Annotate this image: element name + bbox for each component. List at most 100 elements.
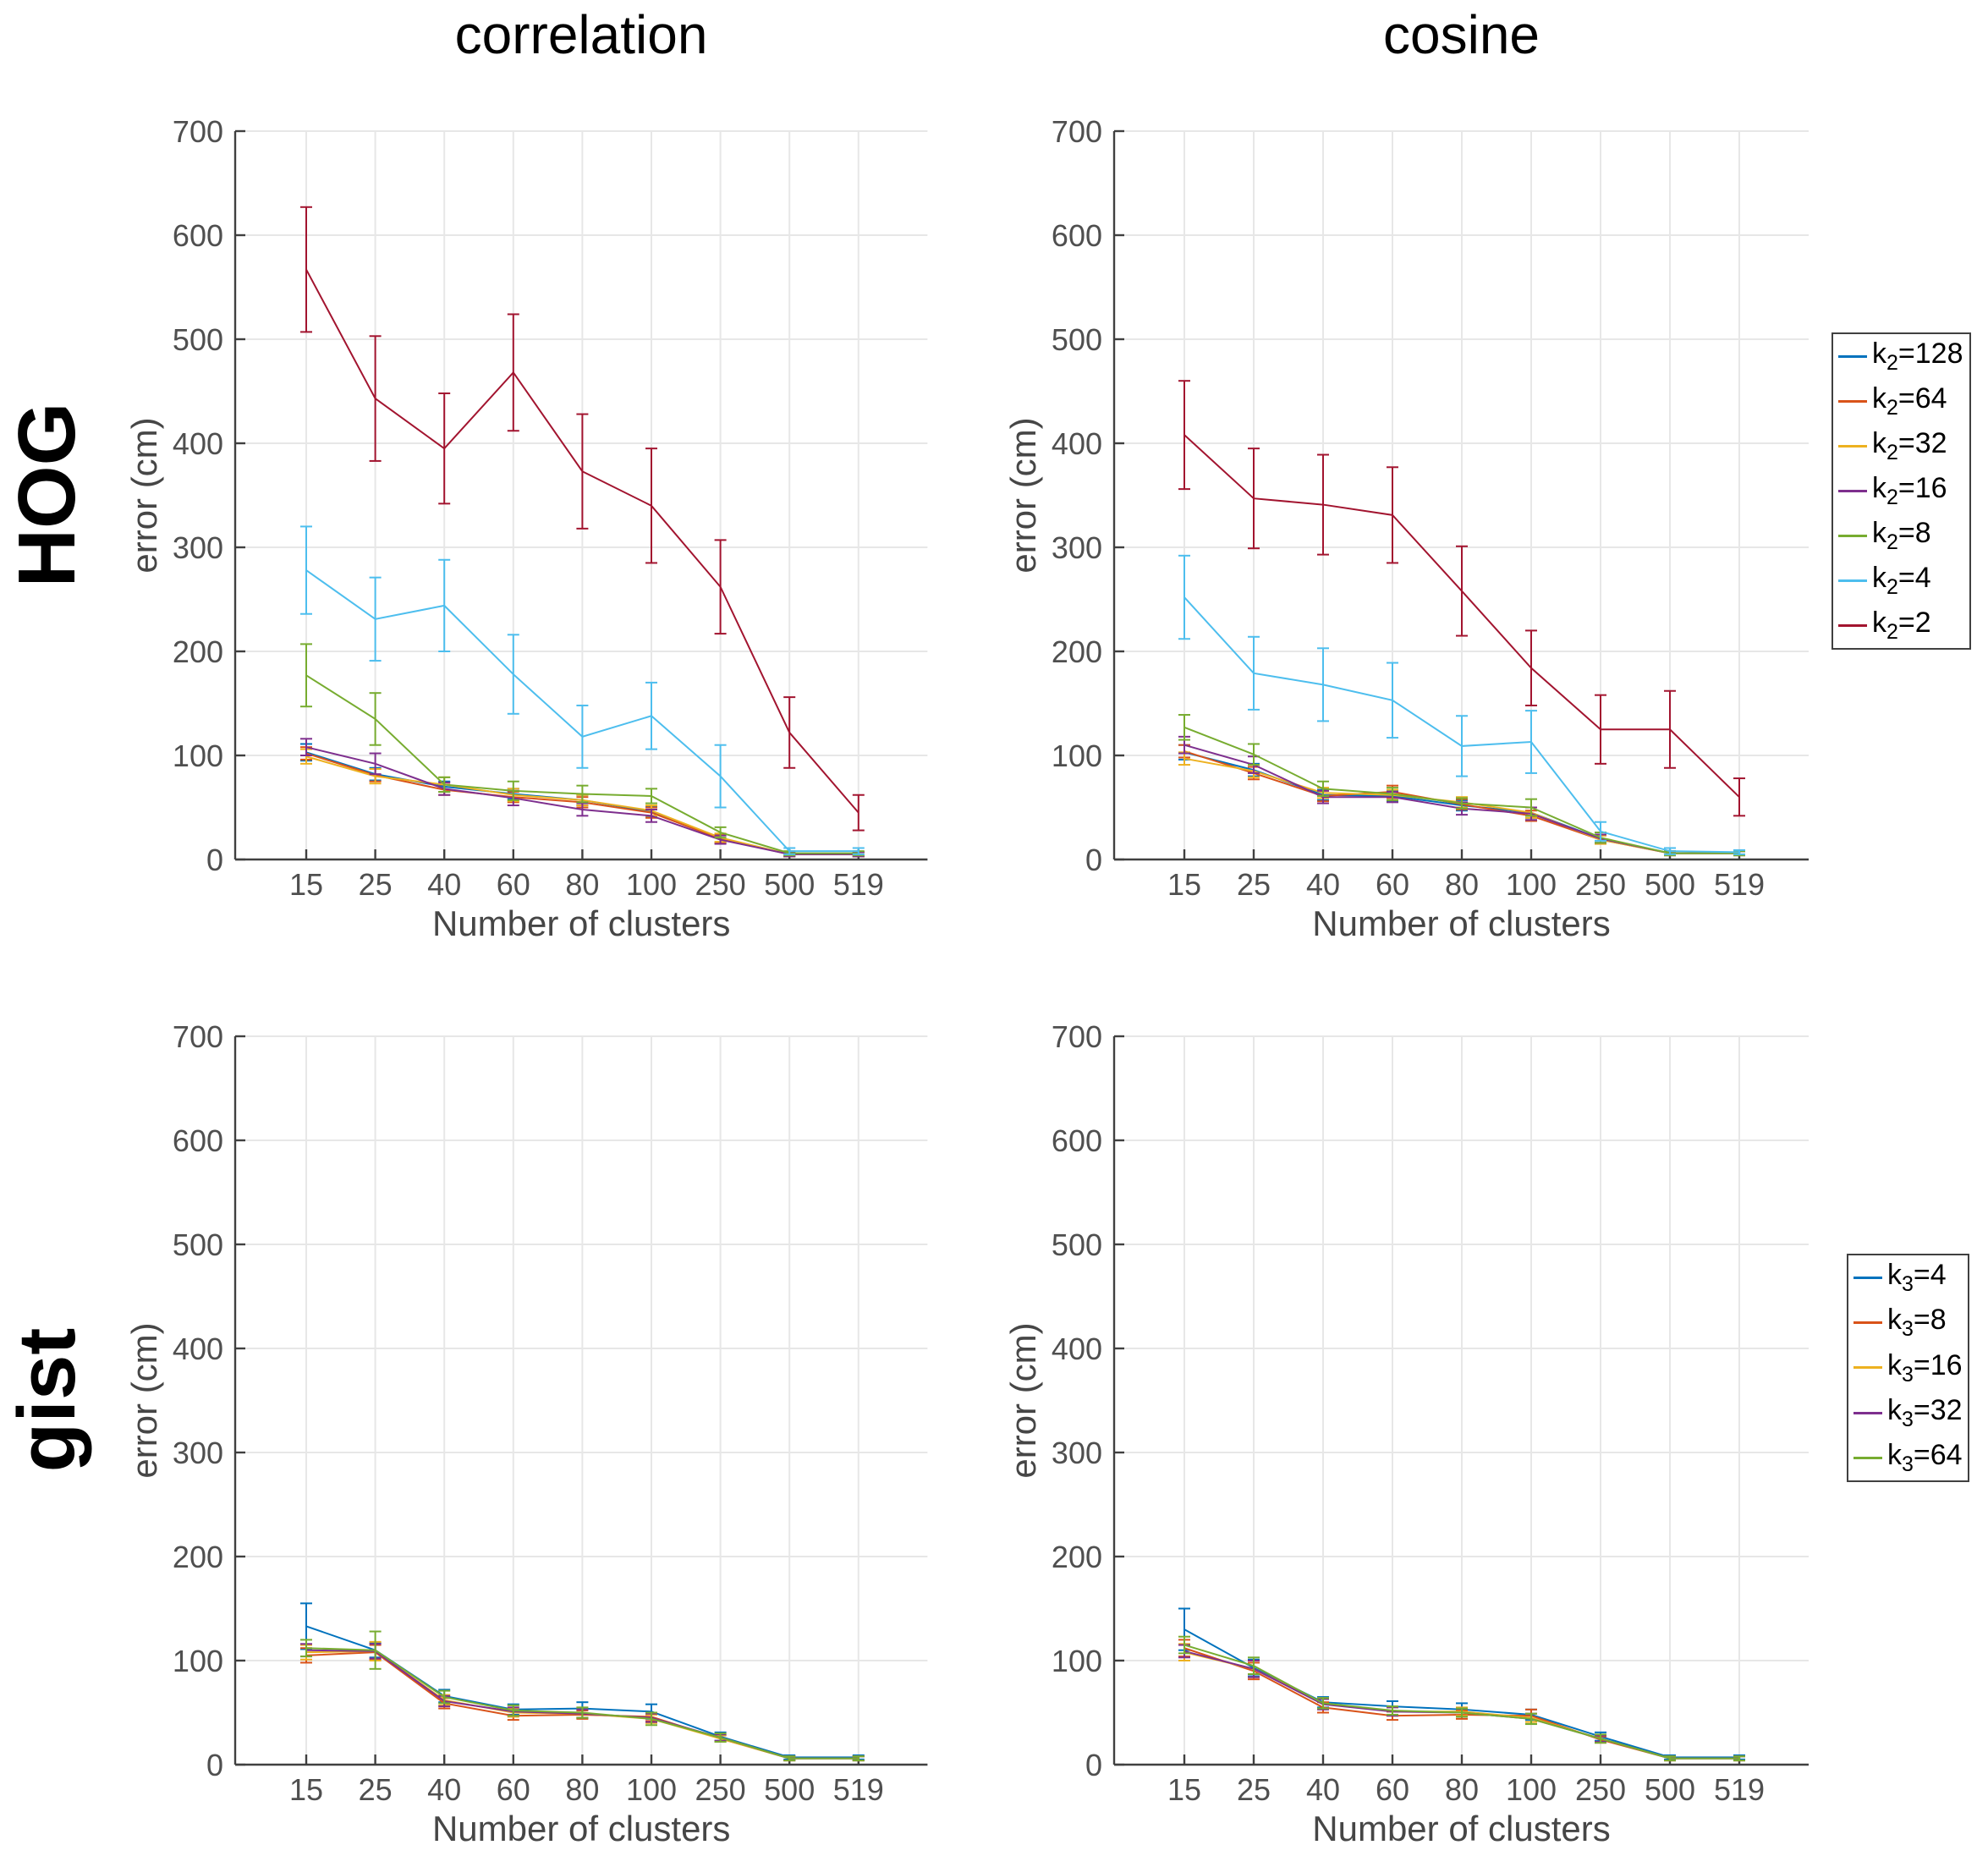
svg-text:300: 300: [1052, 530, 1102, 565]
legend-entry-label: k3=4: [1887, 1259, 1947, 1296]
xlabel: Number of clusters: [1312, 1809, 1610, 1848]
axis: [1112, 1035, 1809, 1766]
legend-entry-label: k2=128: [1872, 338, 1963, 375]
plot-hog-correlation: 0 100 200 300 400 500 600 700 15 25 40 60 80 100 250 50…: [124, 114, 928, 943]
svg-text:80: 80: [565, 1772, 599, 1807]
svg-text:500: 500: [1052, 1227, 1102, 1262]
axis: [233, 1035, 928, 1766]
y-tick-labels: 0 100 200 300 400 500 600 700: [173, 114, 223, 877]
svg-text:100: 100: [1052, 739, 1102, 773]
ylabel: error (cm): [1003, 417, 1043, 573]
svg-text:15: 15: [1167, 1772, 1201, 1807]
legend-line-swatch: [1838, 623, 1867, 627]
svg-text:40: 40: [427, 1772, 461, 1807]
svg-text:519: 519: [833, 1772, 884, 1807]
svg-text:60: 60: [497, 867, 530, 902]
svg-text:519: 519: [833, 867, 884, 902]
legend-entry-label: k2=16: [1872, 472, 1947, 509]
plot-gist-cosine: 0 100 200 300 400 500 600 700 15 25 40 60 80 100 250 50…: [1003, 1019, 1809, 1848]
axis: [1112, 129, 1809, 861]
y-tick-labels: 0 100 200 300 400 500 600 700: [1052, 1019, 1102, 1782]
svg-text:40: 40: [427, 867, 461, 902]
svg-text:200: 200: [173, 634, 223, 669]
svg-text:25: 25: [1237, 867, 1271, 902]
svg-text:0: 0: [206, 843, 223, 877]
svg-text:250: 250: [1575, 1772, 1626, 1807]
svg-text:300: 300: [173, 530, 223, 565]
legend-entry-label: k2=2: [1872, 607, 1931, 644]
xlabel: Number of clusters: [432, 1809, 730, 1848]
svg-text:0: 0: [1085, 1748, 1102, 1782]
legend-entry-label: k2=32: [1872, 427, 1947, 464]
xlabel: Number of clusters: [1312, 903, 1610, 943]
legend-entry: k3=16: [1848, 1349, 1968, 1387]
ylabel: error (cm): [124, 417, 164, 573]
legend-line-swatch: [1853, 1366, 1882, 1370]
y-tick-labels: 0 100 200 300 400 500 600 700: [1052, 114, 1102, 877]
grid: [235, 1035, 928, 1765]
svg-text:80: 80: [1445, 867, 1479, 902]
grid: [235, 130, 928, 859]
svg-text:0: 0: [206, 1748, 223, 1782]
legend-line-swatch: [1853, 1456, 1882, 1459]
svg-text:25: 25: [1237, 1772, 1271, 1807]
svg-text:200: 200: [1052, 634, 1102, 669]
svg-text:100: 100: [1052, 1644, 1102, 1678]
svg-text:400: 400: [173, 426, 223, 461]
svg-text:500: 500: [173, 1227, 223, 1262]
series-k_2=16: [300, 738, 865, 858]
series-k_3=64: [300, 1630, 865, 1762]
x-tick-labels: 15 25 40 60 80 100 250 500 519: [1167, 1772, 1765, 1807]
svg-text:400: 400: [1052, 1332, 1102, 1366]
legend-line-swatch: [1838, 579, 1867, 582]
svg-text:600: 600: [1052, 1123, 1102, 1158]
legend-entry-label: k3=32: [1887, 1393, 1963, 1431]
legend-entry-label: k3=64: [1887, 1438, 1963, 1476]
ylabel: error (cm): [1003, 1322, 1043, 1478]
legend-line-swatch: [1853, 1411, 1882, 1414]
svg-text:100: 100: [1506, 1772, 1557, 1807]
legend-entry-label: k2=4: [1872, 562, 1931, 599]
x-tick-labels: 15 25 40 60 80 100 250 500 519: [289, 867, 884, 902]
svg-text:80: 80: [1445, 1772, 1479, 1807]
legend-k3: k3=4 k3=8 k3=16 k3=32 k3=64: [1847, 1254, 1969, 1482]
svg-text:500: 500: [173, 322, 223, 357]
svg-text:0: 0: [1085, 843, 1102, 877]
x-tick-labels: 15 25 40 60 80 100 250 500 519: [1167, 867, 1765, 902]
svg-text:250: 250: [695, 1772, 746, 1807]
legend-line-swatch: [1853, 1277, 1882, 1280]
svg-text:700: 700: [1052, 114, 1102, 149]
svg-text:400: 400: [173, 1332, 223, 1366]
series-k_2=4: [1178, 554, 1745, 855]
svg-text:100: 100: [173, 1644, 223, 1678]
series-k_3=64: [1178, 1635, 1745, 1762]
svg-text:25: 25: [359, 867, 393, 902]
svg-text:100: 100: [173, 739, 223, 773]
series-k_2=4: [300, 525, 865, 855]
svg-text:250: 250: [1575, 867, 1626, 902]
axis: [233, 129, 928, 861]
svg-text:500: 500: [764, 867, 815, 902]
legend-entry: k2=64: [1833, 382, 1969, 420]
legend-entry: k2=4: [1833, 562, 1969, 600]
legend-line-swatch: [1838, 399, 1867, 403]
svg-text:300: 300: [173, 1436, 223, 1470]
svg-text:500: 500: [1645, 1772, 1695, 1807]
legend-entry-label: k3=16: [1887, 1348, 1963, 1387]
plot-gist-correlation: 0 100 200 300 400 500 600 700 15 25 40 60 80 100 250 50…: [124, 1019, 928, 1848]
legend-entry: k3=8: [1848, 1304, 1968, 1342]
svg-text:100: 100: [626, 867, 677, 902]
legend-entry-label: k2=64: [1872, 382, 1947, 420]
legend-entry-label: k3=8: [1887, 1304, 1947, 1342]
grid: [1114, 1035, 1809, 1765]
svg-text:600: 600: [173, 1123, 223, 1158]
x-tick-labels: 15 25 40 60 80 100 250 500 519: [289, 1772, 884, 1807]
svg-text:700: 700: [173, 114, 223, 149]
svg-text:250: 250: [695, 867, 746, 902]
svg-text:40: 40: [1306, 867, 1340, 902]
svg-text:500: 500: [764, 1772, 815, 1807]
legend-k2: k2=128 k2=64 k2=32 k2=16 k2=8 k2=4 k2=2: [1831, 332, 1971, 650]
svg-text:519: 519: [1714, 1772, 1765, 1807]
